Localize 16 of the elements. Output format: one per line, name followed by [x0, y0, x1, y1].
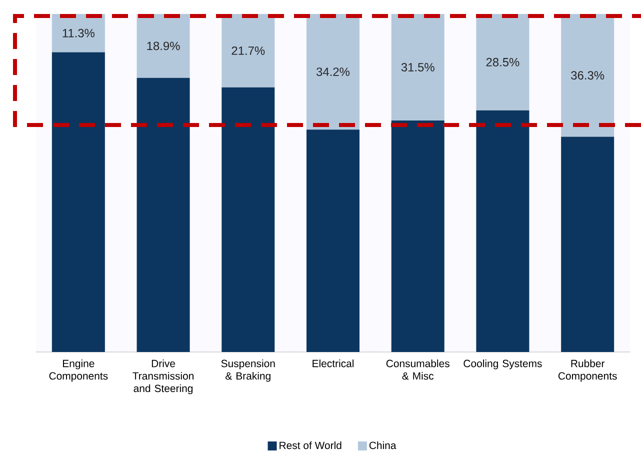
- data-label: 31.5%: [401, 63, 434, 72]
- x-tick-label: Cooling Systems: [464, 360, 542, 370]
- x-tick-label: Suspension & Braking: [221, 360, 275, 382]
- data-label: 28.5%: [486, 58, 520, 66]
- x-tick-label: Consumables & Misc: [386, 360, 450, 380]
- data-label: 36.3%: [571, 71, 604, 80]
- x-tick-label: Drive Transmission and Steering: [132, 360, 194, 394]
- legend-label: Rest of World: [280, 441, 342, 450]
- data-label: 21.7%: [232, 46, 265, 55]
- data-label: 11.3%: [62, 28, 95, 38]
- legend-label: China: [369, 441, 396, 450]
- x-tick-label: Electrical: [312, 360, 354, 368]
- x-tick-label: Rubber Components: [558, 360, 617, 382]
- data-label: 34.2%: [316, 68, 350, 76]
- x-tick-label: Engine Components: [49, 360, 108, 382]
- data-label: 18.9%: [147, 42, 180, 50]
